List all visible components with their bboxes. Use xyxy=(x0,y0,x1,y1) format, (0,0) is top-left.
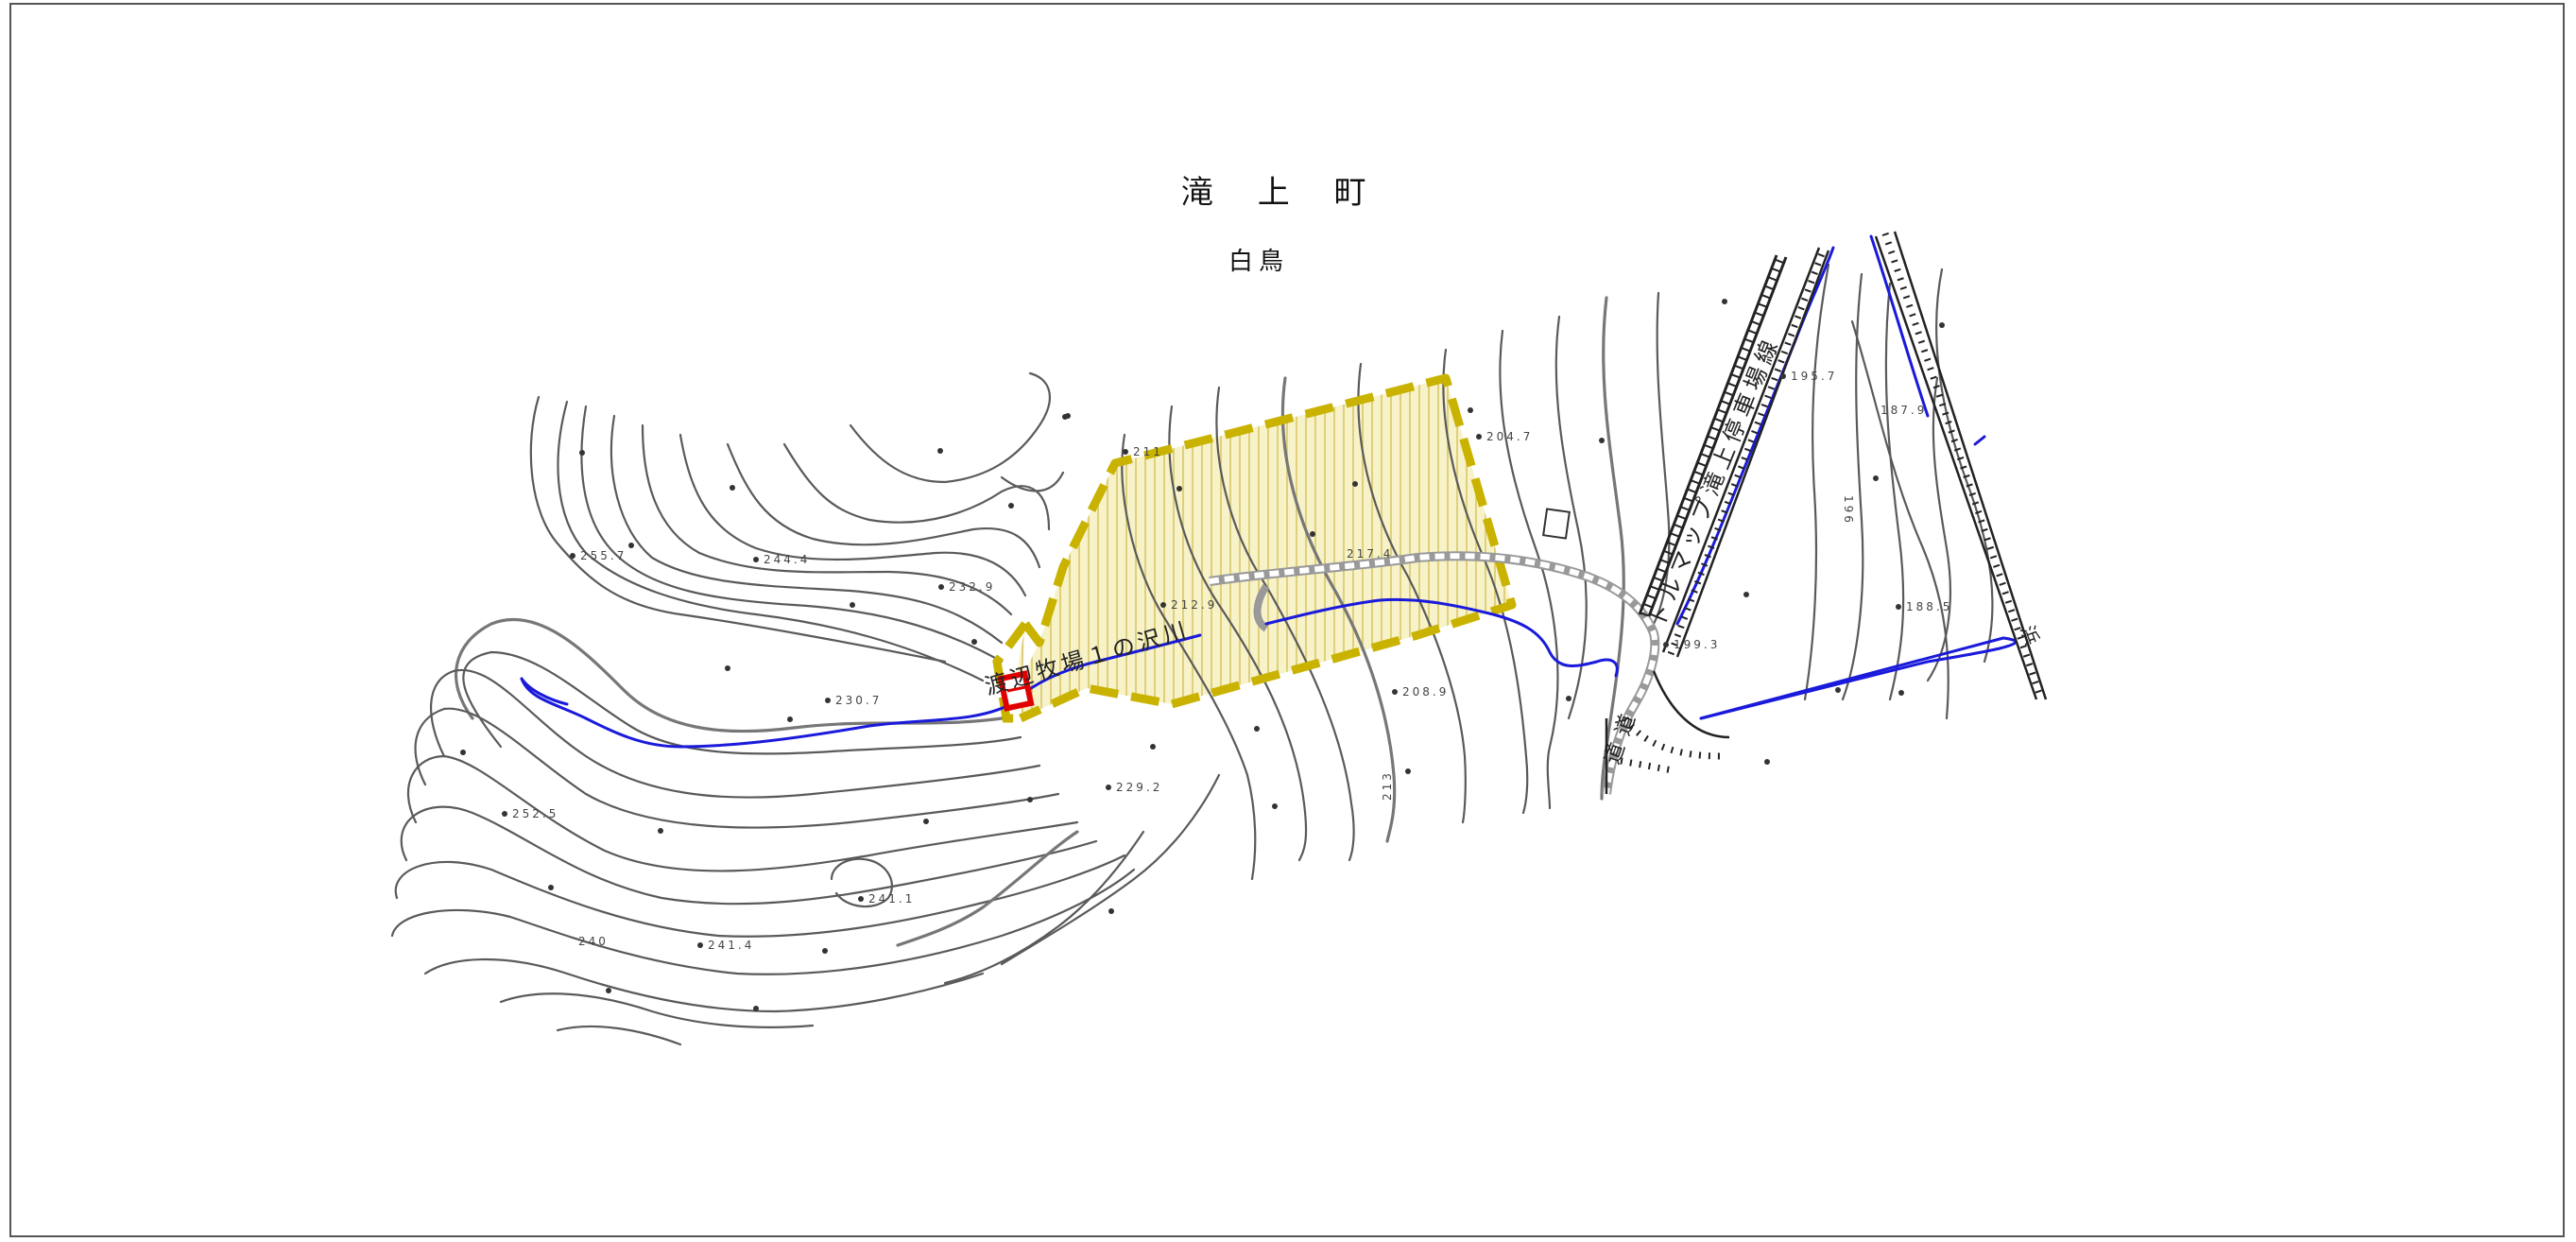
elevation-label: 208.9 xyxy=(1402,685,1449,699)
designated-area-boundary-west xyxy=(992,621,1029,723)
elevation-label: 211 xyxy=(1133,445,1163,458)
elevation-label: 229.2 xyxy=(1116,781,1162,794)
access-road xyxy=(1209,551,1660,795)
red-marker xyxy=(997,670,1035,712)
elevation-label: 213 xyxy=(1381,770,1394,801)
elevation-label: 252.5 xyxy=(512,807,558,820)
elevation-label: 240 xyxy=(578,935,609,948)
elevation-label: 195.7 xyxy=(1791,370,1837,383)
elevation-label: 230.7 xyxy=(835,694,882,707)
map-subtitle: 白鳥 xyxy=(1228,248,1290,276)
elevation-label: 255.7 xyxy=(580,549,627,562)
elevation-label: 244.4 xyxy=(764,553,810,566)
elevation-points: 255.7 244.4 232.9 230.7 229.2 241.1 241.… xyxy=(460,299,1952,1011)
elevation-label: 188.5 xyxy=(1906,600,1952,613)
road-label-east: 浜 xyxy=(2016,623,2043,648)
elevation-label: 187.9 xyxy=(1880,404,1927,417)
designated-area-fill xyxy=(1013,378,1512,718)
map-title: 滝 上 町 xyxy=(1181,174,1383,212)
building-marker xyxy=(1542,508,1571,540)
elevation-label: 241.4 xyxy=(708,939,754,952)
elevation-label: 199.3 xyxy=(1674,638,1720,651)
elevation-label: 212.9 xyxy=(1171,598,1217,612)
elevation-label: 217.4 xyxy=(1347,547,1393,561)
designated-area-boundary xyxy=(1019,373,1517,723)
elevation-label: 204.7 xyxy=(1486,430,1533,443)
railway-road xyxy=(1605,231,2048,794)
elevation-label: 196 xyxy=(1842,495,1855,526)
map-frame xyxy=(9,3,2565,1237)
contour-lines xyxy=(390,371,1221,1046)
elevation-label: 241.1 xyxy=(868,892,915,906)
elevation-label: 232.9 xyxy=(949,580,995,594)
contour-lines-east xyxy=(1000,263,1994,881)
